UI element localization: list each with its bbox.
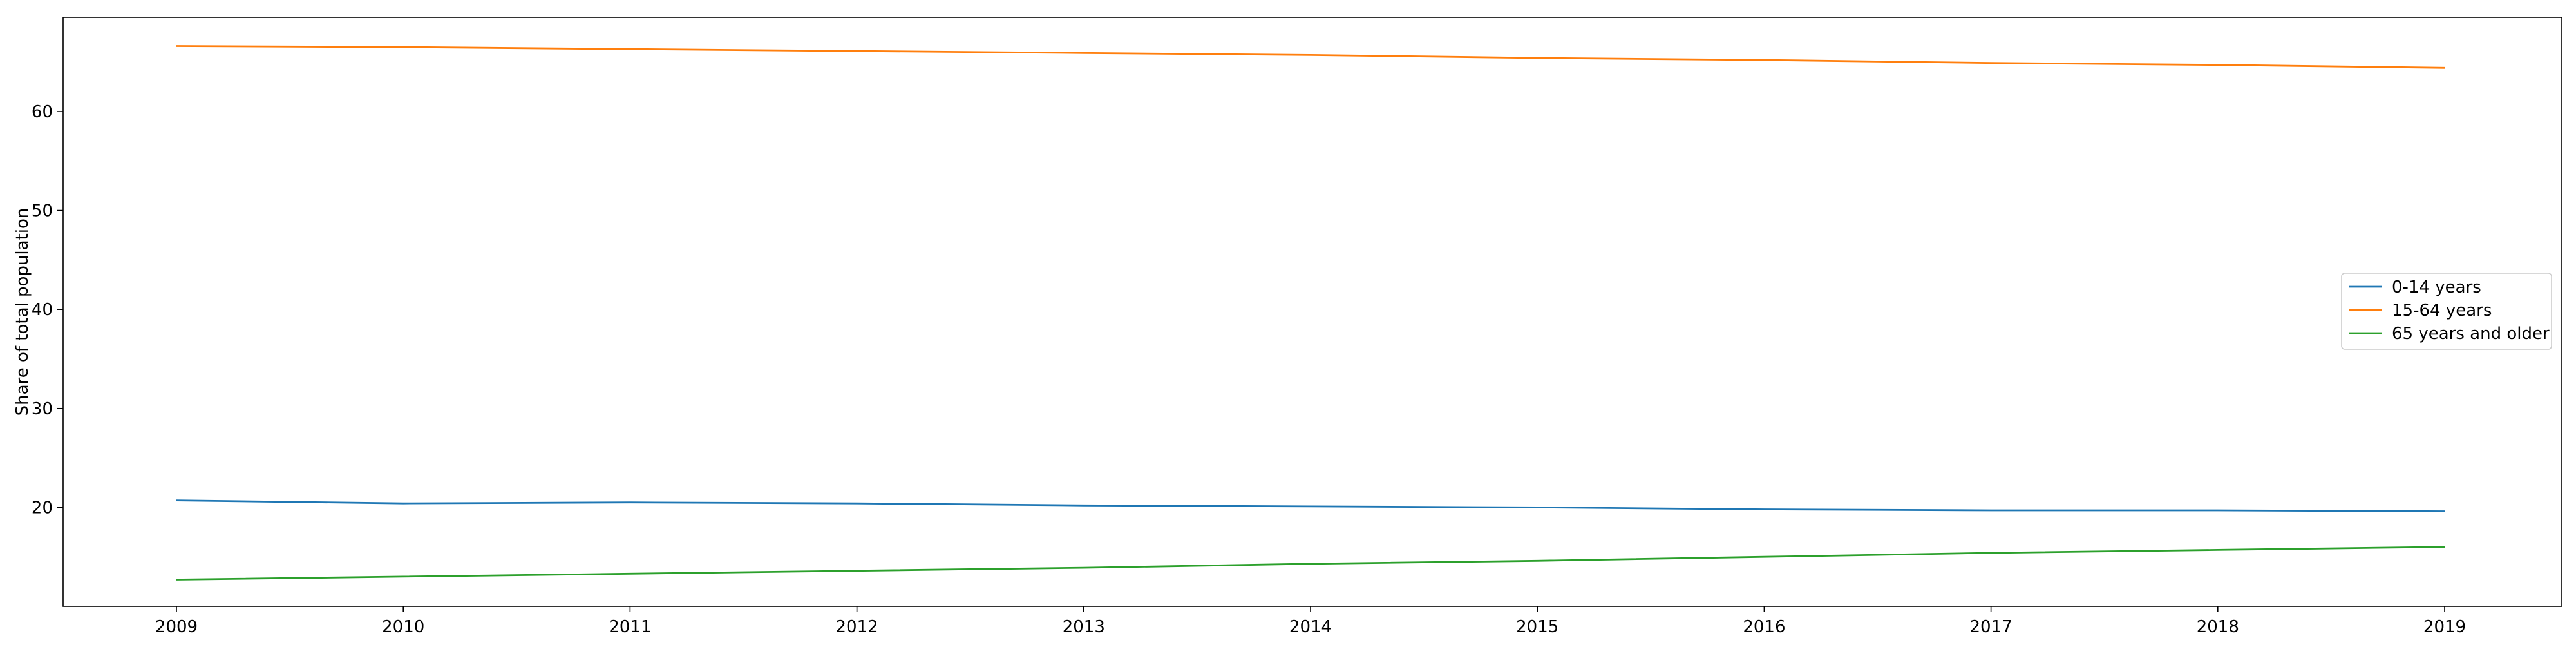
series-line-0 [176, 499, 2445, 512]
legend-label: 65 years and older [2392, 324, 2550, 343]
x-tick-label: 2019 [2423, 617, 2466, 637]
x-tick-label: 2014 [1289, 617, 1332, 637]
plot-frame [62, 17, 2562, 607]
y-tick-label: 50 [32, 202, 53, 221]
x-tick-label: 2017 [1970, 617, 2012, 637]
legend-box [2341, 273, 2552, 350]
x-axis: 2009 2010 2011 2012 2013 2014 2015 2016 2017 2018… [155, 606, 2466, 637]
x-tick-label: 2010 [382, 617, 424, 637]
y-tick-label: 60 [32, 102, 53, 122]
y-axis: 20 30 40 50 60 [32, 102, 63, 517]
x-tick-label: 2009 [155, 617, 198, 637]
series-line-1 [176, 45, 2445, 69]
x-tick-label: 2011 [609, 617, 651, 637]
x-tick-label: 2015 [1516, 617, 1558, 637]
x-tick-label: 2016 [1743, 617, 1785, 637]
y-tick-label: 40 [32, 300, 53, 320]
legend-label: 0-14 years [2392, 278, 2481, 297]
y-tick-label: 20 [32, 498, 53, 517]
x-tick-label: 2018 [2197, 617, 2239, 637]
y-tick-label: 30 [32, 400, 53, 419]
x-tick-label: 2012 [836, 617, 878, 637]
legend-label: 15-64 years [2392, 301, 2492, 320]
series-lines [176, 45, 2445, 581]
legend: 0-14 years 15-64 years 65 years and older [2341, 273, 2552, 350]
y-axis-label: Share of total population [13, 208, 32, 416]
x-tick-label: 2013 [1063, 617, 1105, 637]
series-line-2 [176, 546, 2445, 581]
